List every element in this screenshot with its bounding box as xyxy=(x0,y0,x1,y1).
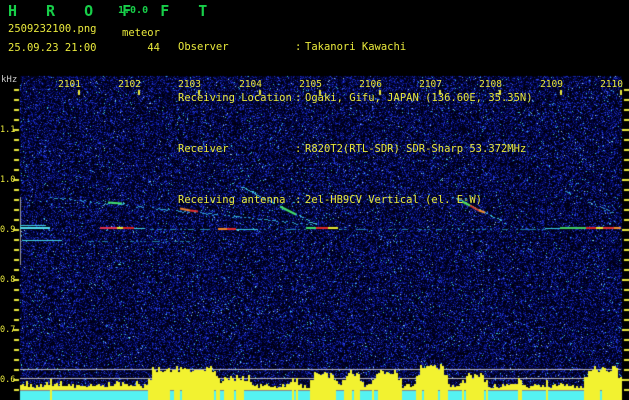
info-row-observer: Observer: Takanori Kawachi xyxy=(178,41,533,54)
echo-count: 44 xyxy=(147,42,160,54)
info-row-receiver: Receiver: R820T2(RTL-SDR) SDR-Sharp 53.37… xyxy=(178,143,533,156)
info-label: Receiver xyxy=(178,143,229,155)
freq-axis-unit: kHz xyxy=(1,75,18,85)
info-label: Observer xyxy=(178,41,229,53)
time-label: 2106 xyxy=(359,79,382,90)
info-value: Takanori Kawachi xyxy=(305,41,407,53)
observation-mode: meteor xyxy=(122,27,160,39)
time-label: 2101 xyxy=(58,79,81,90)
info-row-location: Receiving Location: Ogaki, Gifu, JAPAN (1… xyxy=(178,92,533,105)
info-separator: : xyxy=(295,143,302,155)
info-separator: : xyxy=(295,92,302,104)
observer-info-block: Observer: Takanori Kawachi Receiving Loca… xyxy=(178,3,533,245)
info-separator: : xyxy=(295,194,302,206)
app-title: H R O F F T xyxy=(8,2,218,20)
info-value: 2el-HB9CV Vertical (el. E-W) xyxy=(305,194,483,206)
time-label: 2108 xyxy=(479,79,502,90)
time-label: 2107 xyxy=(419,79,442,90)
freq-tick-label: 0.9 xyxy=(0,225,16,235)
time-label: 2104 xyxy=(239,79,262,90)
app-version: 1.0.0 xyxy=(118,5,149,16)
time-label: 2109 xyxy=(540,79,563,90)
freq-tick-label: 0.6 xyxy=(0,375,16,385)
info-label: Receiving Location xyxy=(178,92,292,104)
time-label: 2110 xyxy=(600,79,623,90)
time-label: 2103 xyxy=(178,79,201,90)
time-label: 2102 xyxy=(118,79,141,90)
info-label: Receiving antenna xyxy=(178,194,286,206)
info-value: R820T2(RTL-SDR) SDR-Sharp 53.372MHz xyxy=(305,143,527,155)
time-label: 2105 xyxy=(299,79,322,90)
info-separator: : xyxy=(295,41,302,53)
freq-tick-label: 0.8 xyxy=(0,275,16,285)
info-row-antenna: Receiving antenna:2el-HB9CV Vertical (el… xyxy=(178,194,533,207)
freq-tick-label: 1.1 xyxy=(0,125,16,135)
output-filename: 2509232100.png xyxy=(8,23,97,35)
info-value: Ogaki, Gifu, JAPAN (136.60E, 35.35N) xyxy=(305,92,533,104)
datetime-label: 25.09.23 21:00 xyxy=(8,42,97,54)
freq-tick-label: 1.0 xyxy=(0,175,16,185)
freq-tick-label: 0.7 xyxy=(0,325,16,335)
